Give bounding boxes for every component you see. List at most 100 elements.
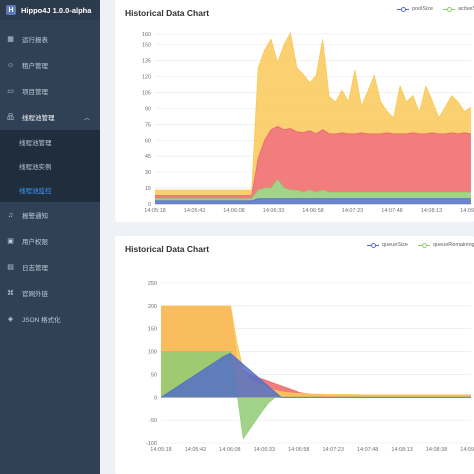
x-tick-label: 14:09:03 xyxy=(460,447,474,453)
app-title: Hippo4J 1.0.0-alpha xyxy=(21,5,92,15)
y-tick-label: 105 xyxy=(142,90,151,96)
chart-card-queue: Historical Data Chart queueSize queueRem… xyxy=(115,236,474,474)
chevron-up-icon: ︿ xyxy=(83,115,90,122)
chart-title: Historical Data Chart xyxy=(125,8,210,18)
sidebar-item-log[interactable]: ▤ 日志管理 xyxy=(0,254,100,280)
sidebar-item-project[interactable]: ▭ 项目管理 xyxy=(0,78,100,104)
line-activesize xyxy=(155,178,471,200)
y-tick-label: 200 xyxy=(148,304,157,310)
sidebar-item-label: 运行报表 xyxy=(22,37,48,44)
sidebar: H Hippo4J 1.0.0-alpha ▦ 运行报表 ☺ 租户管理 ▭ 项目… xyxy=(0,0,100,474)
legend-item-poolsize[interactable]: poolSize xyxy=(397,6,433,12)
sidebar-item-label: 报警通知 xyxy=(22,213,48,220)
area-series xyxy=(155,32,471,196)
y-tick-label: 0 xyxy=(148,202,151,208)
folder-icon: ▭ xyxy=(7,87,14,95)
legend-item-queue-remaining[interactable]: queueRemainingCapaci xyxy=(418,242,474,248)
main-content: Historical Data Chart poolSize activeSiz… xyxy=(100,0,474,474)
y-tick-label: 45 xyxy=(145,154,151,160)
x-tick-label: 14:05:18 xyxy=(150,447,171,453)
brand[interactable]: H Hippo4J 1.0.0-alpha xyxy=(0,0,100,20)
area-queuesize xyxy=(161,353,471,398)
sidebar-item-alarm[interactable]: ♫ 报警通知 xyxy=(0,202,100,228)
area-activesize xyxy=(155,179,471,201)
link-icon: ⌘ xyxy=(7,289,14,297)
sidebar-item-label: JSON 格式化 xyxy=(22,317,61,324)
lock-icon: ▣ xyxy=(7,237,14,245)
sidebar-item-label: 线程池管理 xyxy=(22,115,55,122)
sidebar-item-website[interactable]: ⌘ 官网外链 xyxy=(0,280,100,306)
legend-item-queuesize[interactable]: queueSize xyxy=(367,242,408,248)
x-tick-label: 14:07:48 xyxy=(357,447,378,453)
chart-card-pool: Historical Data Chart poolSize activeSiz… xyxy=(115,0,474,222)
x-tick-label: 14:09:03 xyxy=(460,208,474,214)
legend-label: queueRemainingCapaci xyxy=(433,242,474,248)
sidebar-subitem-threadpool-manage[interactable]: 线程池管理 xyxy=(19,140,52,147)
line-series xyxy=(155,31,472,191)
threadpool-submenu: 线程池管理 线程池实例 线程池监控 xyxy=(0,130,100,202)
legend-item-activesize[interactable]: activeSize xyxy=(443,6,474,12)
sidebar-subitem-threadpool-instance[interactable]: 线程池实例 xyxy=(19,164,52,171)
y-tick-label: 30 xyxy=(145,170,151,176)
legend-label: poolSize xyxy=(412,6,434,12)
user-icon: ☺ xyxy=(7,61,15,69)
x-tick-label: 14:05:43 xyxy=(184,208,205,214)
y-tick-label: 50 xyxy=(151,372,157,378)
tree-icon: 品 xyxy=(7,113,14,121)
area-poolsize xyxy=(155,198,471,204)
sidebar-item-dashboard[interactable]: ▦ 运行报表 xyxy=(0,26,100,52)
line-queuesize xyxy=(160,352,471,398)
x-tick-label: 14:06:33 xyxy=(263,208,284,214)
x-tick-label: 14:05:18 xyxy=(144,208,165,214)
chart-plot-queue: -100 -50 0 50 100 150 200 250 14:05:18 14:05:42 14… xyxy=(146,281,474,453)
y-tick-label: 0 xyxy=(154,395,157,401)
x-tick-label: 14:06:08 xyxy=(223,208,244,214)
sidebar-item-permission[interactable]: ▣ 用户权限 xyxy=(0,228,100,254)
code-icon: ◈ xyxy=(7,315,14,323)
legend-line-icon xyxy=(418,242,430,248)
x-tick-label: 14:07:48 xyxy=(381,208,402,214)
y-tick-label: 160 xyxy=(142,32,151,38)
bell-icon: ♫ xyxy=(7,211,14,219)
y-tick-label: 120 xyxy=(142,75,151,81)
y-tick-label: 250 xyxy=(148,281,157,287)
y-tick-label: 90 xyxy=(145,106,151,112)
y-tick-label: 150 xyxy=(142,43,151,49)
x-tick-label: 14:08:13 xyxy=(391,447,412,453)
y-tick-label: -100 xyxy=(146,441,157,447)
sidebar-subitem-threadpool-monitor[interactable]: 线程池监控 xyxy=(19,188,52,195)
sidebar-menu: ▦ 运行报表 ☺ 租户管理 ▭ 项目管理 品 线程池管理 ︿ 线程池管理 线程池… xyxy=(0,20,100,332)
area-series xyxy=(155,126,471,199)
chart-title: Historical Data Chart xyxy=(125,244,210,254)
chart-legend: poolSize activeSize xyxy=(397,6,474,12)
chart-plot-pool: 0 15 30 45 60 75 90 105 120 135 150 160 14:05:18 14:0… xyxy=(142,31,474,214)
x-tick-label: 14:08:13 xyxy=(421,208,442,214)
sidebar-item-threadpool[interactable]: 品 线程池管理 ︿ xyxy=(0,104,100,130)
legend-label: activeSize xyxy=(458,6,474,12)
dashboard-icon: ▦ xyxy=(7,35,14,43)
log-icon: ▤ xyxy=(7,263,14,271)
y-tick-label: 135 xyxy=(142,59,151,65)
x-tick-label: 14:07:23 xyxy=(323,447,344,453)
legend-label: queueSize xyxy=(382,242,408,248)
x-tick-label: 14:07:23 xyxy=(342,208,363,214)
brand-logo: H xyxy=(6,5,16,15)
line-series xyxy=(161,305,471,396)
y-tick-label: -50 xyxy=(149,418,157,424)
sidebar-item-tenant[interactable]: ☺ 租户管理 xyxy=(0,52,100,78)
x-tick-label: 14:06:58 xyxy=(288,447,309,453)
x-tick-label: 14:06:33 xyxy=(254,447,275,453)
x-tick-label: 14:06:58 xyxy=(302,208,323,214)
y-tick-label: 60 xyxy=(145,138,151,144)
sidebar-item-label: 用户权限 xyxy=(22,239,48,246)
y-tick-label: 150 xyxy=(148,327,157,333)
line-poolsize xyxy=(155,198,471,202)
legend-line-icon xyxy=(367,242,379,248)
line-series xyxy=(155,125,472,196)
legend-line-icon xyxy=(397,6,409,12)
y-tick-label: 75 xyxy=(145,122,151,128)
x-tick-label: 14:08:38 xyxy=(426,447,447,453)
sidebar-item-json[interactable]: ◈ JSON 格式化 xyxy=(0,306,100,332)
chart-legend: queueSize queueRemainingCapaci xyxy=(367,242,474,248)
legend-line-icon xyxy=(443,6,456,12)
